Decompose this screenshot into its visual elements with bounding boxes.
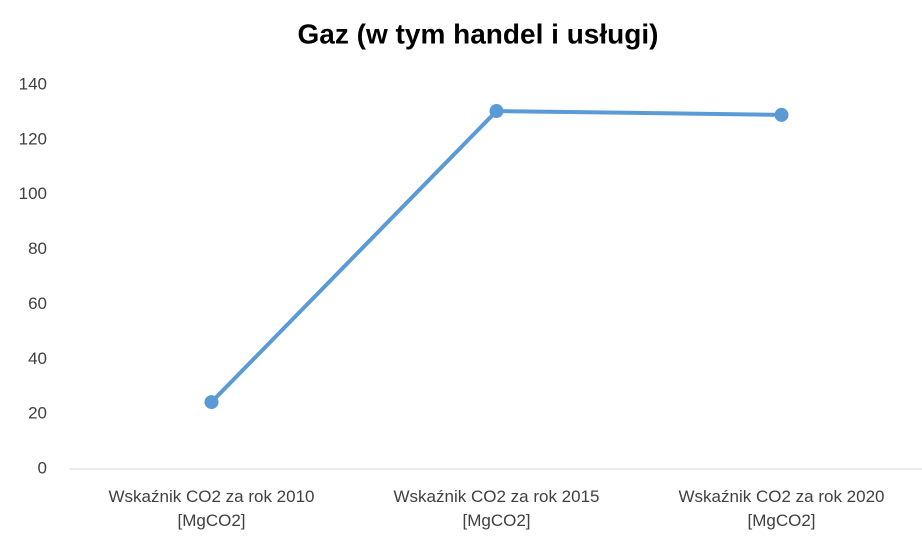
x-tick-label: Wskaźnik CO2 za rok 2010 [MgCO2] [108,487,315,530]
y-tick-label: 0 [38,458,47,477]
marker [489,104,504,119]
line [210,109,782,404]
y-tick-label: 40 [28,349,47,368]
y-tick-label: 120 [19,129,47,148]
y-tick-label: 60 [28,294,47,313]
x-tick-label: Wskaźnik CO2 za rok 2020 [MgCO2] [678,487,885,530]
y-tick-label: 140 [19,74,47,93]
y-tick-label: 100 [19,184,47,203]
y-tick-label: 20 [28,404,47,423]
chart-title: Gaz (w tym handel i usługi) [298,18,659,49]
marker [774,107,789,122]
x-tick-label: Wskaźnik CO2 za rok 2015 [MgCO2] [393,487,600,530]
y-tick-label: 80 [28,239,47,258]
marker [204,395,219,410]
